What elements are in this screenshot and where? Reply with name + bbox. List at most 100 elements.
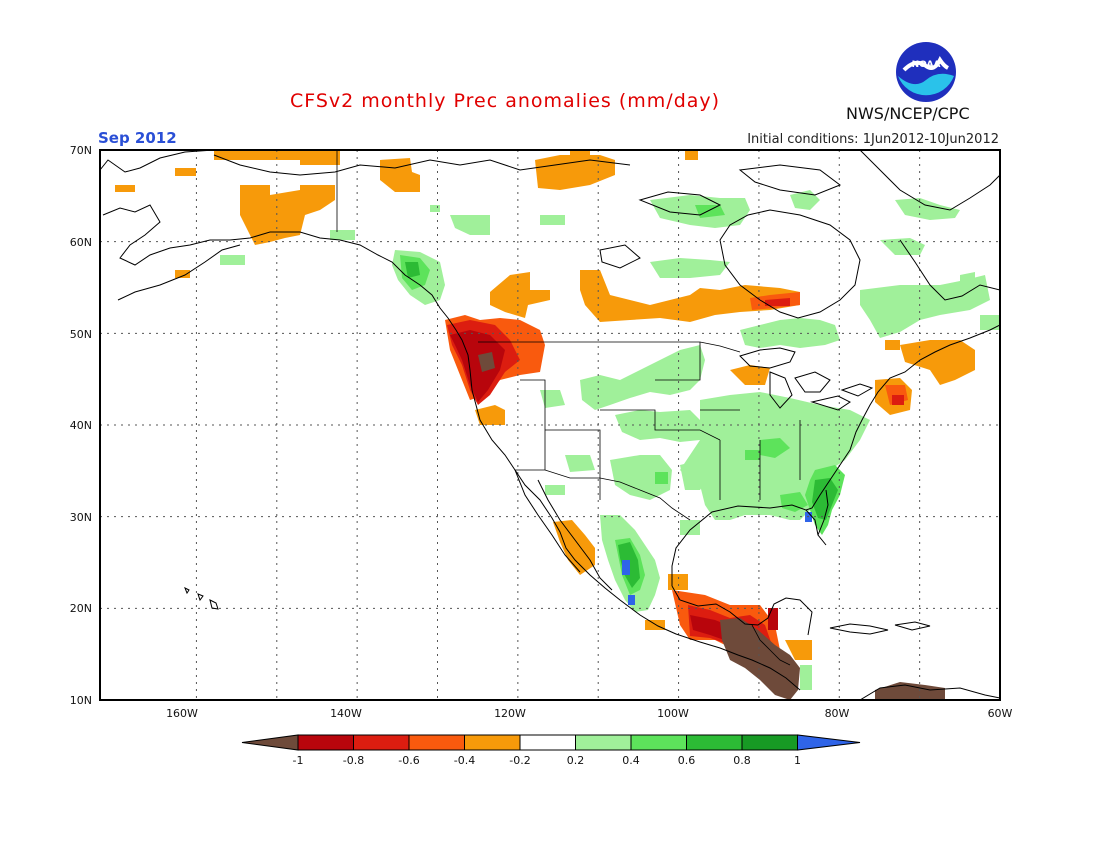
lon-label-80w: 80W [825, 707, 850, 720]
lat-label-40n: 40N [70, 419, 92, 432]
anomaly-patch-light-green-53 [565, 455, 595, 472]
lat-label-70n: 70N [70, 144, 92, 157]
legend-swatch-9 [741, 734, 798, 751]
lat-label-30n: 30N [70, 511, 92, 524]
map-gridlines [100, 150, 1000, 700]
anomaly-patch-light-green-58 [680, 520, 700, 535]
anomaly-patch-light-green-59 [800, 665, 812, 690]
legend-label-5: 0.2 [567, 754, 585, 767]
legend-label-1: -0.8 [343, 754, 364, 767]
legend-label-4: -0.2 [509, 754, 530, 767]
anomaly-patch-orange-6 [535, 155, 615, 190]
anomaly-patch-green-63 [745, 450, 760, 460]
anomaly-patch-light-green-37 [430, 205, 440, 212]
legend-swatch-4 [464, 734, 521, 751]
anomaly-patch-orange-8 [685, 150, 698, 160]
legend-arrow-low [241, 734, 299, 751]
lon-label-140w: 140W [330, 707, 362, 720]
anomaly-patch-light-green-51 [615, 410, 700, 442]
anomaly-patch-light-green-43 [650, 258, 730, 278]
coastlines [100, 150, 1000, 700]
longitude-axis-labels: 160W 140W 120W 100W 80W 60W [166, 707, 1012, 720]
legend-swatch-2 [353, 734, 410, 751]
anomaly-patch-orange-14 [885, 340, 900, 350]
lat-label-60n: 60N [70, 236, 92, 249]
lon-label-100w: 100W [657, 707, 689, 720]
political-borders [336, 150, 801, 666]
legend-label-9: 1 [794, 754, 801, 767]
anomaly-patch-light-green-56 [545, 485, 565, 495]
anomaly-patch-light-green-49 [580, 345, 705, 410]
anomaly-patch-mid-green-70 [405, 262, 420, 278]
legend-swatch-6 [575, 734, 632, 751]
anomaly-patch-brown-32 [720, 618, 800, 700]
lat-label-20n: 20N [70, 602, 92, 615]
anomaly-patch-green-61 [695, 205, 725, 218]
anomaly-patch-light-green-47 [980, 315, 1000, 330]
noaa-logo-icon: NOAA [896, 42, 956, 102]
anomaly-patch-green-67 [655, 472, 668, 484]
anomaly-patch-mid-green-68 [812, 478, 838, 520]
lon-label-160w: 160W [166, 707, 198, 720]
anomaly-patch-red-26 [765, 298, 790, 306]
agency-label: NWS/NCEP/CPC [846, 104, 970, 123]
initial-conditions-label: Initial conditions: 1Jun2012-10Jun2012 [747, 132, 999, 147]
anomaly-patch-orange-18 [645, 620, 665, 630]
legend-label-6: 0.4 [622, 754, 640, 767]
anomaly-patch-green-66 [780, 492, 808, 512]
legend-label-2: -0.6 [398, 754, 419, 767]
legend-label-7: 0.6 [678, 754, 696, 767]
anomaly-patch-light-green-54 [610, 455, 672, 500]
legend-arrow-high [797, 734, 861, 751]
noaa-logo-text: NOAA [912, 60, 941, 70]
anomaly-patch-light-green-46 [960, 272, 975, 285]
anomaly-patch-brown-31 [478, 352, 495, 372]
anomaly-patch-green-62 [760, 438, 790, 458]
latitude-axis-labels: 70N 60N 50N 40N 30N 20N 10N [70, 144, 92, 707]
anomaly-patch-orange-5 [380, 158, 420, 192]
anomaly-patch-orange-16 [553, 520, 595, 575]
anomaly-patch-dark-red-30 [768, 608, 778, 630]
anomaly-patch-light-green-48 [740, 318, 840, 348]
anomaly-patch-orange-11 [730, 365, 770, 385]
legend-label-3: -0.4 [454, 754, 475, 767]
anomaly-patch-orange-2 [175, 168, 196, 176]
anomaly-patch-dark-red-28 [450, 330, 505, 402]
lon-label-120w: 120W [494, 707, 526, 720]
anomaly-patch-light-green-41 [790, 190, 820, 210]
anomaly-patch-orange-15 [475, 405, 505, 425]
chart-title: CFSv2 monthly Prec anomalies (mm/day) [290, 90, 721, 112]
anomaly-patch-orange-19 [785, 640, 812, 660]
anomaly-patch-light-green-35 [330, 230, 355, 240]
anomaly-patch-light-green-50 [540, 390, 565, 408]
lon-label-60w: 60W [988, 707, 1013, 720]
anomaly-patch-light-green-55 [680, 460, 710, 490]
anomaly-patch-orange-17 [668, 574, 688, 590]
legend-swatch-1 [297, 734, 354, 751]
anomaly-patch-orange-7 [570, 150, 590, 155]
map-frame [99, 149, 1001, 701]
legend-swatch-7 [630, 734, 687, 751]
anomaly-patch-light-green-39 [540, 215, 565, 225]
valid-month-label: Sep 2012 [98, 129, 177, 147]
anomaly-patch-brown-33 [875, 682, 945, 700]
anomaly-patch-light-green-45 [880, 238, 925, 255]
legend-label-0: -1 [293, 754, 304, 767]
lat-label-10n: 10N [70, 694, 92, 707]
anomaly-patch-light-green-44 [860, 275, 990, 338]
legend-swatch-8 [686, 734, 743, 751]
anomaly-patch-blue-73 [628, 595, 635, 605]
anomaly-patch-orange-13 [900, 340, 975, 385]
anomaly-patch-light-green-38 [450, 215, 490, 235]
anomaly-patch-light-green-42 [895, 198, 960, 220]
color-legend: -1 -0.8 -0.6 -0.4 -0.2 0.2 0.4 0.6 0.8 1 [241, 734, 861, 767]
anomaly-patch-orange-9 [490, 272, 550, 318]
anomaly-patch-blue-72 [622, 560, 630, 575]
anomaly-patch-red-27 [892, 395, 904, 405]
legend-swatch-5 [519, 734, 576, 751]
legend-swatch-3 [408, 734, 465, 751]
anomaly-patch-orange-3 [240, 185, 335, 245]
lat-label-50n: 50N [70, 328, 92, 341]
anomaly-patch-orange-4 [175, 270, 190, 278]
